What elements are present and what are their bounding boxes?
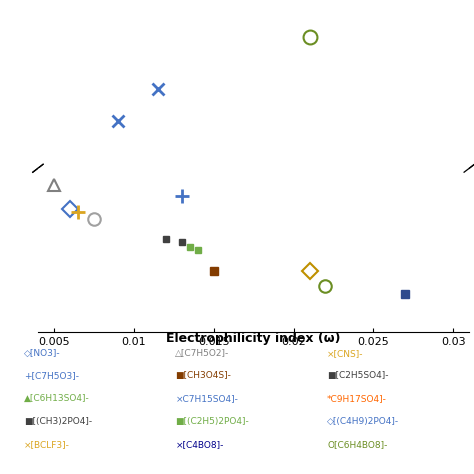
Text: O[C6H4BO8]-: O[C6H4BO8]-: [327, 440, 387, 448]
Text: ×[C4BO8]-: ×[C4BO8]-: [175, 440, 224, 448]
Text: +[C7H5O3]-: +[C7H5O3]-: [24, 372, 79, 380]
Text: ■[C2H5SO4]-: ■[C2H5SO4]-: [327, 372, 389, 380]
Text: Electrophilicity index (ω): Electrophilicity index (ω): [166, 332, 341, 346]
Text: ■[(C2H5)2PO4]-: ■[(C2H5)2PO4]-: [175, 417, 249, 426]
Text: ×[CNS]-: ×[CNS]-: [327, 349, 364, 357]
Text: *C9H17SO4]-: *C9H17SO4]-: [327, 394, 387, 403]
Text: ×[BCLF3]-: ×[BCLF3]-: [24, 440, 70, 448]
Text: ◇[(C4H9)2PO4]-: ◇[(C4H9)2PO4]-: [327, 417, 399, 426]
Text: ■[CH3O4S]-: ■[CH3O4S]-: [175, 372, 231, 380]
Text: ■[(CH3)2PO4]-: ■[(CH3)2PO4]-: [24, 417, 92, 426]
Text: △[C7H5O2]-: △[C7H5O2]-: [175, 349, 229, 357]
Text: ◇[NO3]-: ◇[NO3]-: [24, 349, 60, 357]
Text: ×C7H15SO4]-: ×C7H15SO4]-: [175, 394, 238, 403]
Text: ▲[C6H13SO4]-: ▲[C6H13SO4]-: [24, 394, 90, 403]
